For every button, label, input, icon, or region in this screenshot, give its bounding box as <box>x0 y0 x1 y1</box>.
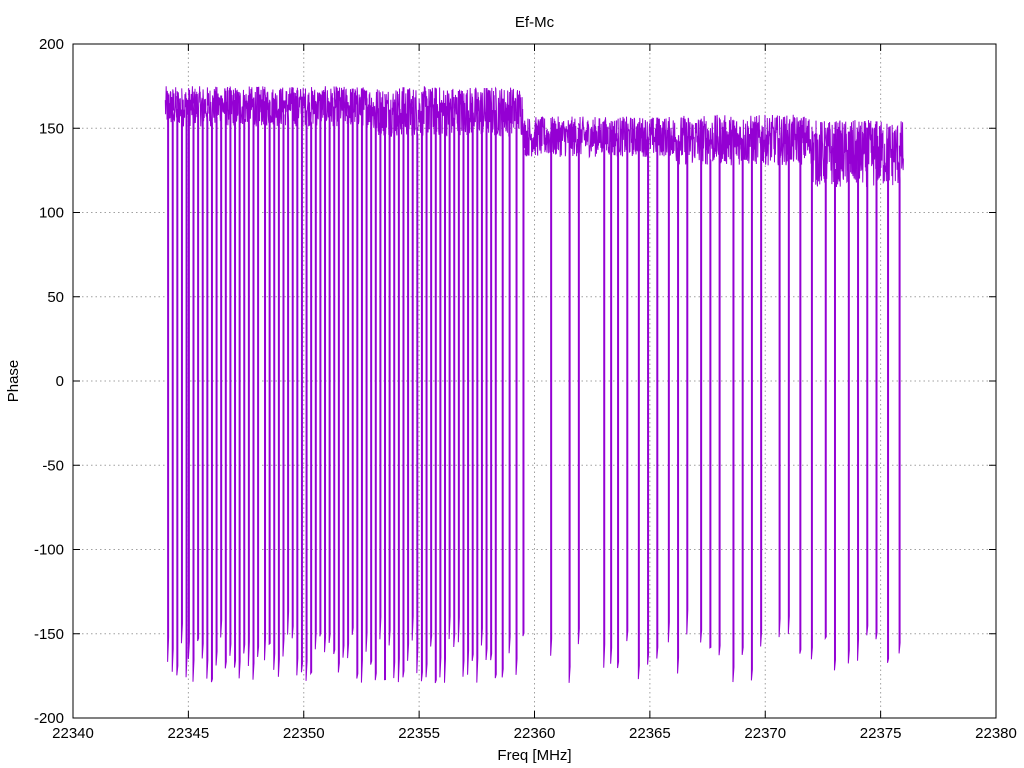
x-tick-label: 22380 <box>975 725 1017 742</box>
x-tick-label: 22365 <box>629 725 671 742</box>
y-axis-label: Phase <box>5 360 22 403</box>
data-layer <box>164 85 904 684</box>
y-tick-label: -100 <box>34 542 64 559</box>
chart-title: Ef-Mc <box>515 14 555 31</box>
y-tick-label: -50 <box>42 457 64 474</box>
y-tick-label: -200 <box>34 710 64 727</box>
x-tick-label: 22360 <box>514 725 556 742</box>
y-tick-label: 0 <box>56 373 64 390</box>
x-tick-label: 22355 <box>398 725 440 742</box>
y-tick-label: 200 <box>39 36 64 53</box>
y-tick-label: 150 <box>39 120 64 137</box>
x-tick-label: 22345 <box>168 725 210 742</box>
y-tick-label: 50 <box>47 289 64 306</box>
y-tick-label: 100 <box>39 205 64 222</box>
y-tick-label: -150 <box>34 626 64 643</box>
axis-ticks: 22340 22345 22350 22355 22360 22365 22370 22375… <box>34 36 1017 742</box>
x-tick-label: 22370 <box>744 725 786 742</box>
x-tick-label: 22340 <box>52 725 94 742</box>
x-tick-label: 22350 <box>283 725 325 742</box>
x-axis-label: Freq [MHz] <box>497 747 571 764</box>
grid <box>73 44 996 718</box>
x-tick-label: 22375 <box>860 725 902 742</box>
phase-series-line <box>164 85 904 684</box>
